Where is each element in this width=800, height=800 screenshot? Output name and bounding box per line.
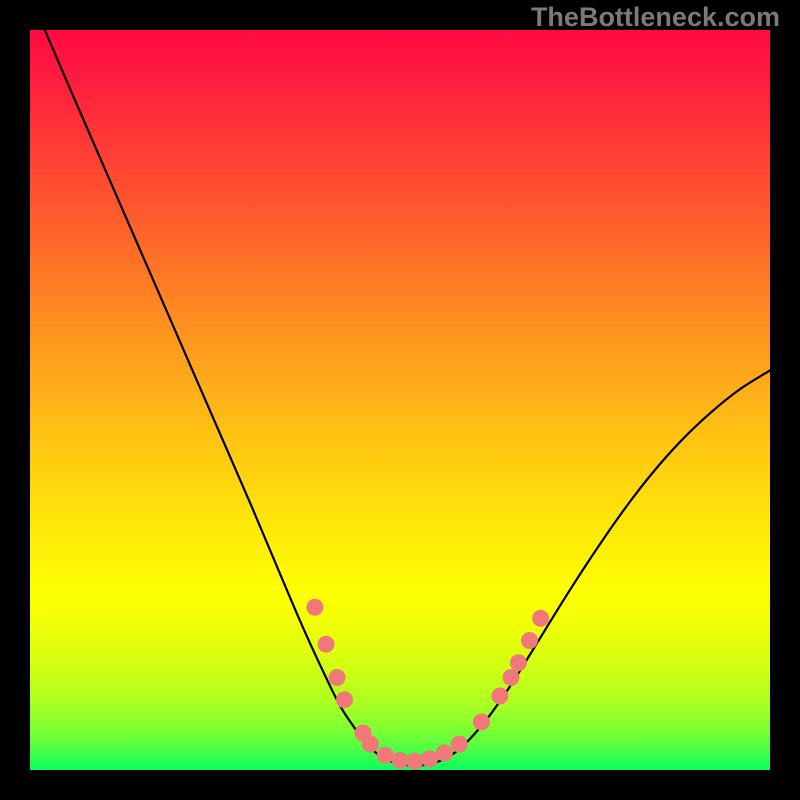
curve-marker — [521, 632, 538, 649]
curve-marker — [329, 669, 346, 686]
curve-marker — [392, 752, 409, 769]
curve-marker — [318, 636, 335, 653]
curve-marker — [336, 691, 353, 708]
curve-marker — [362, 736, 379, 753]
watermark-text: TheBottleneck.com — [531, 2, 780, 33]
curve-marker — [421, 750, 438, 767]
curve-marker — [436, 744, 453, 761]
curve-marker — [491, 688, 508, 705]
curve-marker — [532, 610, 549, 627]
curve-marker — [510, 654, 527, 671]
plot-area — [30, 30, 770, 770]
curve-marker — [451, 736, 468, 753]
curve-marker — [406, 753, 423, 770]
chart-container: { "watermark": { "text": "TheBottleneck.… — [0, 0, 800, 800]
gradient-background — [30, 30, 770, 770]
curve-marker — [503, 669, 520, 686]
curve-marker — [306, 599, 323, 616]
curve-marker — [377, 747, 394, 764]
curve-marker — [473, 713, 490, 730]
